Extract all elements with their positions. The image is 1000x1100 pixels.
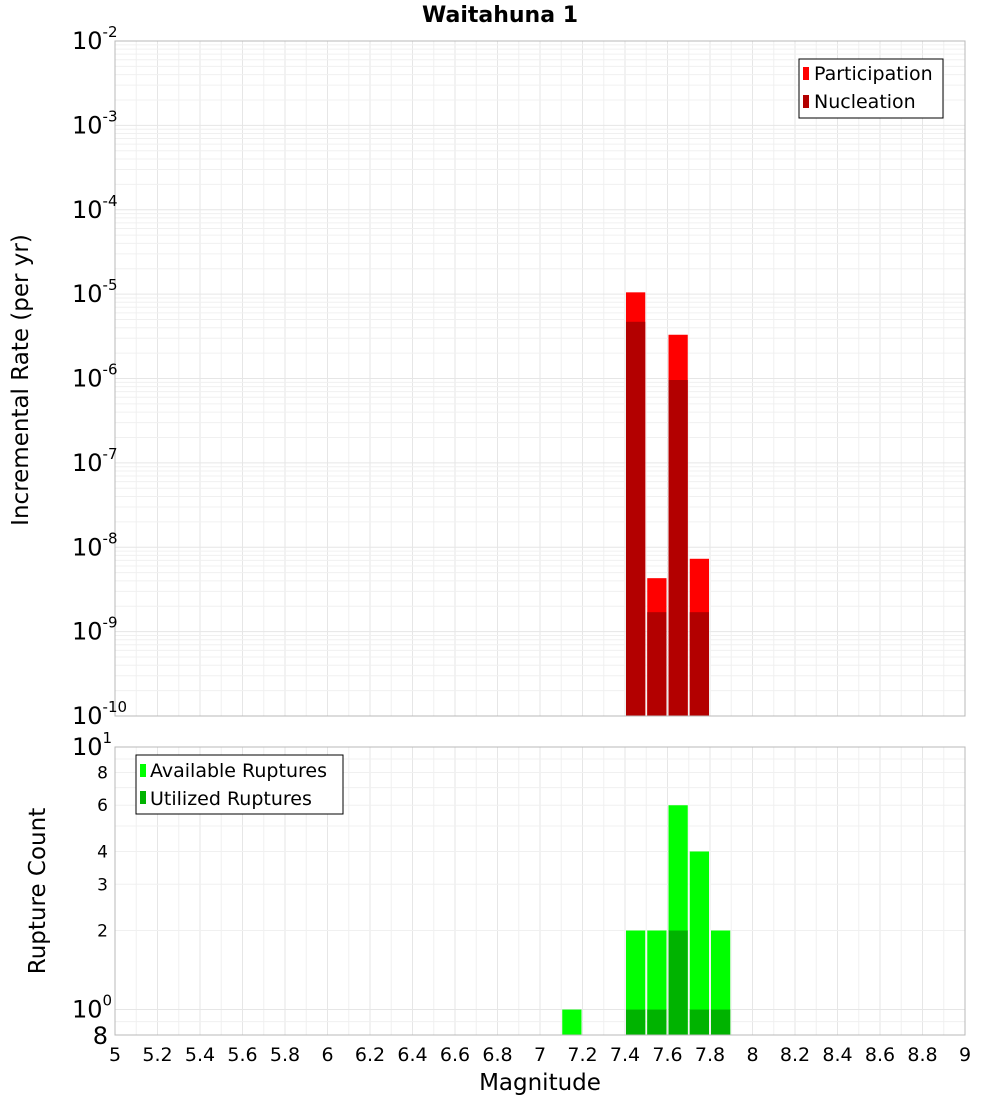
legend-swatch-participation	[803, 67, 809, 80]
frame-layer	[114, 40, 966, 1036]
x-tick-label: 8.2	[780, 1044, 810, 1066]
x-tick-label: 6.4	[397, 1044, 427, 1066]
bottom-bar-utilized-ruptures	[711, 1009, 731, 1035]
x-tick-label: 6	[321, 1044, 333, 1066]
x-tick-label: 5.8	[270, 1044, 300, 1066]
bottom-bar-available-ruptures	[689, 851, 709, 1035]
x-tick-label: 5.4	[185, 1044, 215, 1066]
legend-label-nucleation: Nucleation	[814, 91, 916, 113]
top-y-tick-label: 10-9	[72, 614, 118, 646]
top-bar-nucleation	[647, 612, 667, 716]
bottom-y-tick-label: 4	[97, 842, 108, 862]
chart-title: Waitahuna 1	[422, 3, 578, 28]
legend-swatch-available	[140, 764, 146, 777]
x-tick-label: 7.8	[695, 1044, 725, 1066]
bottom-bar-available-ruptures	[562, 1009, 582, 1035]
top-bar-nucleation	[689, 612, 709, 716]
top-legend-box	[798, 58, 944, 119]
x-tick-label: 6.6	[440, 1044, 470, 1066]
bottom-y-tick-label: 8	[93, 1022, 108, 1050]
x-tick-label: 7.4	[610, 1044, 640, 1066]
legend-swatch-nucleation	[803, 95, 809, 108]
top-bar-nucleation	[668, 379, 688, 716]
x-tick-label: 7.2	[567, 1044, 597, 1066]
bottom-bar-utilized-ruptures	[668, 930, 688, 1035]
top-y-tick-label: 10-8	[72, 529, 118, 561]
x-tick-label: 8.8	[907, 1044, 937, 1066]
bottom-plot-frame	[114, 746, 966, 1036]
top-plot-frame	[114, 40, 966, 717]
top-y-tick-label: 10-5	[72, 276, 118, 308]
bottom-y-tick-label: 3	[97, 875, 108, 895]
bottom-bar-utilized-ruptures	[647, 1009, 667, 1035]
bottom-legend: Available Ruptures Utilized Ruptures	[135, 754, 344, 815]
top-y-tick-label: 10-10	[72, 698, 127, 730]
top-y-axis-label: Incremental Rate (per yr)	[8, 234, 34, 526]
x-tick-label: 9	[959, 1044, 971, 1066]
tick-label-layer: 10-2 10-3 10-4 10-5 10-6 10-7 10-8 10-9 10-10101…	[72, 23, 971, 1066]
bottom-y-axis-label: Rupture Count	[25, 808, 51, 974]
bottom-y-tick-label: 6	[97, 796, 108, 816]
x-tick-label: 8.6	[865, 1044, 895, 1066]
top-y-tick-label: 10-4	[72, 192, 118, 224]
legend-label-utilized: Utilized Ruptures	[150, 788, 312, 810]
bottom-legend-box	[135, 754, 344, 815]
x-tick-label: 8	[746, 1044, 758, 1066]
x-axis-label: Magnitude	[479, 1070, 601, 1096]
top-legend: Participation Nucleation	[798, 58, 944, 119]
bottom-bar-utilized-ruptures	[689, 1009, 709, 1035]
bottom-bar-utilized-ruptures	[626, 1009, 646, 1035]
x-tick-label: 6.8	[482, 1044, 512, 1066]
x-tick-label: 5	[109, 1044, 121, 1066]
top-bar-nucleation	[626, 321, 646, 716]
x-tick-label: 8.4	[822, 1044, 852, 1066]
grid-layer	[114, 40, 966, 1036]
bottom-y-tick-label: 2	[97, 922, 108, 942]
bottom-y-tick-label: 101	[72, 729, 112, 761]
x-tick-label: 5.2	[142, 1044, 172, 1066]
legend-label-available: Available Ruptures	[150, 760, 327, 782]
bottom-bar-available-ruptures	[626, 930, 646, 1035]
bottom-y-tick-label: 8	[97, 763, 108, 783]
top-y-tick-label: 10-2	[72, 23, 118, 55]
bottom-bar-available-ruptures	[647, 930, 667, 1035]
x-tick-label: 5.6	[227, 1044, 257, 1066]
x-tick-label: 7.6	[652, 1044, 682, 1066]
x-tick-label: 7	[534, 1044, 546, 1066]
bar-layer	[562, 292, 731, 1035]
top-y-tick-label: 10-3	[72, 107, 118, 139]
legend-swatch-utilized	[140, 791, 146, 804]
top-y-tick-label: 10-7	[72, 445, 118, 477]
bottom-y-tick-label: 100	[72, 992, 112, 1024]
x-tick-label: 6.2	[355, 1044, 385, 1066]
legend-label-participation: Participation	[814, 63, 933, 85]
bottom-bar-available-ruptures	[711, 930, 731, 1035]
top-y-tick-label: 10-6	[72, 361, 118, 393]
